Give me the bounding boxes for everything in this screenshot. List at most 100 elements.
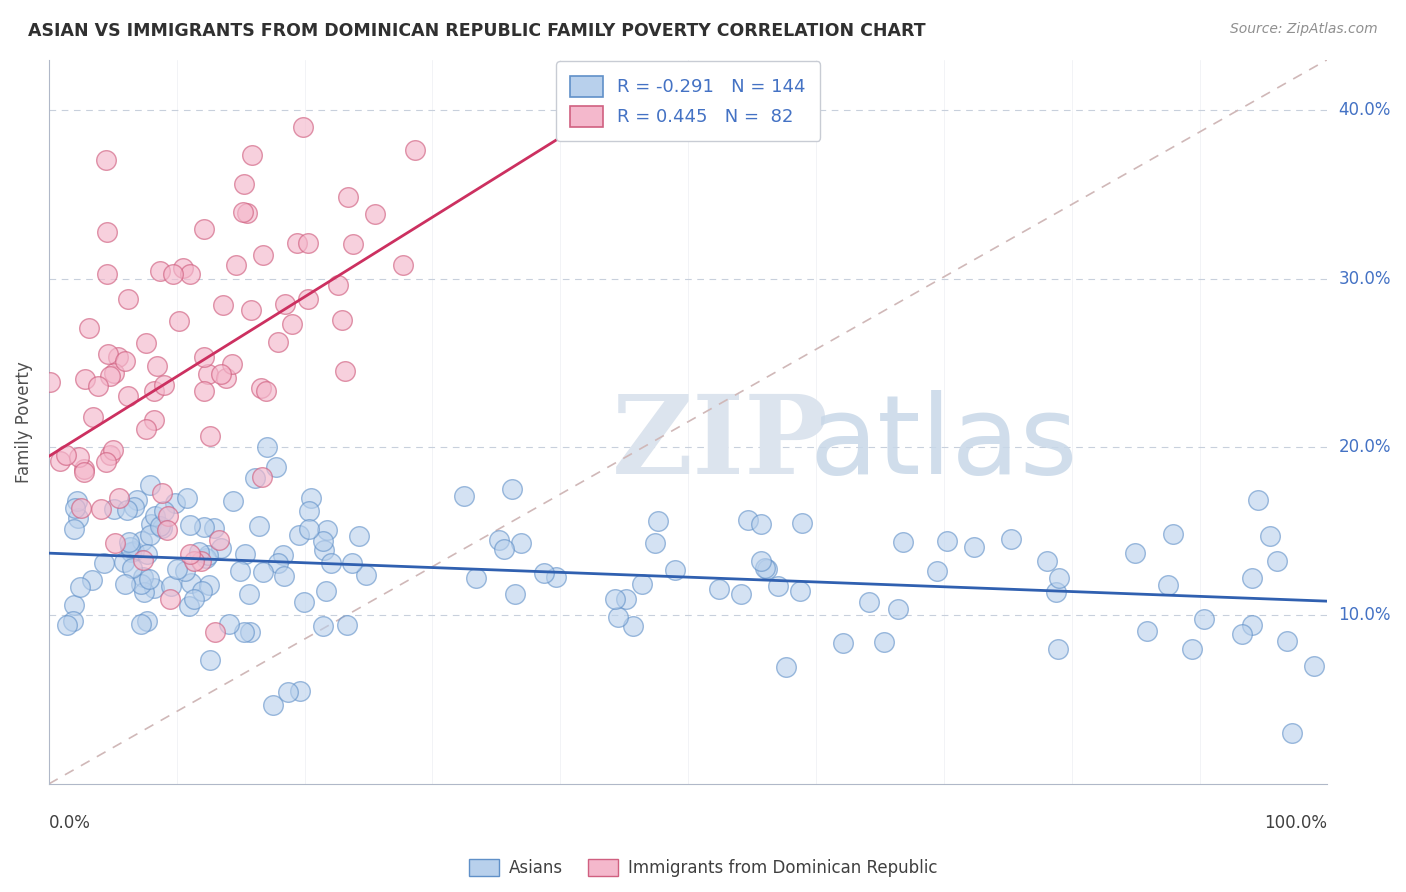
Point [316,523,339,537]
Point [236,206,259,220]
Point [136,614,159,628]
Point [73,372,96,386]
Point [240,148,263,162]
Point [233,547,256,561]
Point [172,261,194,276]
Point [198,578,221,592]
Point [749,516,772,531]
Point [297,292,319,306]
Point [94,455,117,469]
Point [193,222,215,236]
Point [82,573,104,587]
Point [644,535,666,549]
Point [72,465,94,479]
Point [1136,624,1159,638]
Point [292,595,315,609]
Text: 40.0%: 40.0% [1339,101,1391,120]
Point [180,576,202,591]
Text: 10.0%: 10.0% [1339,607,1391,624]
Point [277,685,299,699]
Point [1123,546,1146,560]
Point [312,619,335,633]
Point [82,409,104,424]
Point [1240,617,1263,632]
Point [336,618,359,632]
Point [510,536,533,550]
Point [298,504,321,518]
Point [222,493,245,508]
Point [209,541,232,556]
Point [225,258,247,272]
Point [143,581,166,595]
Point [544,570,567,584]
Point [98,448,121,462]
Point [273,549,295,563]
Point [297,235,319,250]
Point [121,561,143,575]
Point [239,302,262,317]
Point [195,550,218,565]
Point [179,267,201,281]
Point [252,247,274,261]
Text: atlas: atlas [810,390,1078,497]
Point [132,569,155,583]
Point [1047,571,1070,585]
Point [135,336,157,351]
Point [157,508,180,523]
Point [131,534,153,549]
Point [208,533,231,547]
Point [453,489,475,503]
Point [621,619,644,633]
Point [193,350,215,364]
Text: ZIP: ZIP [612,390,828,497]
Point [281,317,304,331]
Point [104,536,127,550]
Point [100,368,122,383]
Point [132,553,155,567]
Text: 0.0%: 0.0% [49,814,91,832]
Point [288,683,311,698]
Point [232,624,254,639]
Point [274,296,297,310]
Point [285,235,308,250]
Point [789,584,811,599]
Point [141,516,163,531]
Point [832,636,855,650]
Point [1241,571,1264,585]
Point [501,482,523,496]
Point [173,564,195,578]
Point [77,320,100,334]
Point [67,510,90,524]
Point [1157,578,1180,592]
Point [63,522,86,536]
Point [153,377,176,392]
Point [93,556,115,570]
Text: Source: ZipAtlas.com: Source: ZipAtlas.com [1230,22,1378,37]
Point [631,577,654,591]
Point [39,375,62,389]
Point [94,153,117,167]
Point [187,545,209,559]
Point [108,491,131,506]
Point [135,422,157,436]
Text: 30.0%: 30.0% [1339,269,1391,287]
Point [218,617,240,632]
Point [292,120,315,134]
Point [107,351,129,365]
Point [1303,658,1326,673]
Point [132,585,155,599]
Point [603,592,626,607]
Point [664,563,686,577]
Point [754,561,776,575]
Point [131,616,153,631]
Point [340,556,363,570]
Point [198,653,221,667]
Point [66,494,89,508]
Point [264,460,287,475]
Point [162,267,184,281]
Point [56,618,79,632]
Point [156,524,179,538]
Point [149,263,172,277]
Point [730,587,752,601]
Point [122,544,145,558]
